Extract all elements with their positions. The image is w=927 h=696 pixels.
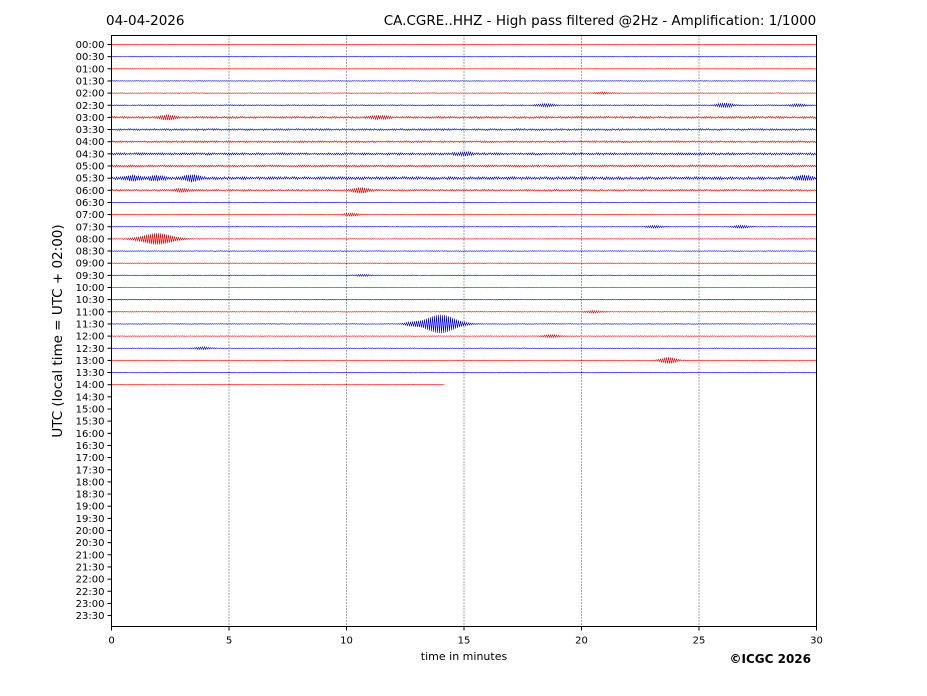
y-tick-label: 02:30 xyxy=(76,101,105,112)
y-tick-label: 03:30 xyxy=(76,125,105,136)
trace-line xyxy=(111,80,817,82)
trace-line xyxy=(111,333,817,339)
y-tick-label: 08:00 xyxy=(76,234,105,245)
y-tick-label: 10:30 xyxy=(76,295,105,306)
y-tick-label: 01:30 xyxy=(76,76,105,87)
trace-line xyxy=(111,201,817,204)
y-tick-label: 22:30 xyxy=(76,587,105,598)
y-tick-label: 21:00 xyxy=(76,550,105,561)
trace-line xyxy=(111,273,817,277)
trace-line xyxy=(111,187,817,194)
copyright-text: ©ICGC 2026 xyxy=(729,652,811,666)
y-tick-label: 20:00 xyxy=(76,526,105,537)
x-tick-label: 25 xyxy=(693,636,706,647)
y-tick-label: 14:00 xyxy=(76,380,105,391)
y-tick-label: 19:30 xyxy=(76,514,105,525)
y-tick-label: 17:00 xyxy=(76,453,105,464)
y-tick-label: 13:30 xyxy=(76,368,105,379)
trace-line xyxy=(111,102,817,109)
x-tick-label: 5 xyxy=(226,636,232,647)
x-tick-label: 0 xyxy=(108,636,114,647)
y-tick-label: 13:00 xyxy=(76,356,105,367)
trace-line xyxy=(111,150,817,157)
trace-line xyxy=(111,127,817,132)
y-tick-label: 03:00 xyxy=(76,113,105,124)
y-tick-label: 07:30 xyxy=(76,222,105,233)
y-tick-label: 23:00 xyxy=(76,599,105,610)
trace-line xyxy=(111,56,817,58)
x-tick-label: 15 xyxy=(458,636,471,647)
plot-frame xyxy=(111,35,817,627)
chart-title: CA.CGRE..HHZ - High pass filtered @2Hz -… xyxy=(384,13,817,29)
y-tick-label: 06:00 xyxy=(76,186,105,197)
trace-line xyxy=(111,371,817,374)
y-tick-label: 11:00 xyxy=(76,307,105,318)
y-tick-label: 12:30 xyxy=(76,344,105,355)
y-tick-label: 06:30 xyxy=(76,198,105,209)
vertical-grid xyxy=(228,35,700,627)
y-tick-label: 04:00 xyxy=(76,137,105,148)
x-axis-label: time in minutes xyxy=(421,650,508,663)
y-tick-label: 07:00 xyxy=(76,210,105,221)
trace-line xyxy=(111,346,817,351)
trace-line xyxy=(111,298,817,301)
y-tick-label: 16:30 xyxy=(76,441,105,452)
trace-line xyxy=(111,250,817,252)
x-tick-label: 10 xyxy=(340,636,353,647)
y-tick-label: 17:30 xyxy=(76,465,105,476)
y-tick-label: 18:00 xyxy=(76,477,105,488)
trace-line xyxy=(111,140,817,144)
x-axis-ticks: 0 5 10 15 20 25 30 xyxy=(108,626,823,647)
y-tick-label: 11:30 xyxy=(76,319,105,330)
trace-line xyxy=(111,262,817,265)
trace-line xyxy=(111,233,817,245)
y-tick-label: 15:00 xyxy=(76,405,105,416)
y-tick-label: 05:00 xyxy=(76,162,105,173)
y-tick-label: 01:00 xyxy=(76,64,105,75)
trace-line xyxy=(111,309,817,314)
y-tick-label: 00:30 xyxy=(76,52,105,63)
trace-line xyxy=(111,314,817,334)
y-tick-label: 10:00 xyxy=(76,283,105,294)
y-tick-label: 22:00 xyxy=(76,575,105,586)
y-tick-label: 12:00 xyxy=(76,332,105,343)
trace-rows xyxy=(111,44,817,386)
x-tick-label: 30 xyxy=(810,636,823,647)
trace-line xyxy=(111,91,817,95)
y-tick-label: 02:00 xyxy=(76,89,105,100)
y-tick-label: 15:30 xyxy=(76,417,105,428)
y-tick-label: 09:30 xyxy=(76,271,105,282)
y-tick-label: 16:00 xyxy=(76,429,105,440)
y-tick-label: 14:30 xyxy=(76,392,105,403)
y-tick-label: 19:00 xyxy=(76,502,105,513)
trace-line xyxy=(111,224,817,229)
y-tick-label: 09:00 xyxy=(76,259,105,270)
x-tick-label: 20 xyxy=(575,636,588,647)
trace-line xyxy=(111,212,817,217)
y-tick-label: 21:30 xyxy=(76,562,105,573)
y-tick-label: 23:30 xyxy=(76,611,105,622)
trace-line xyxy=(111,164,817,168)
y-tick-label: 20:30 xyxy=(76,538,105,549)
y-tick-label: 04:30 xyxy=(76,149,105,160)
y-tick-label: 05:30 xyxy=(76,174,105,185)
trace-line xyxy=(111,286,817,289)
trace-line xyxy=(111,114,817,121)
trace-line xyxy=(111,357,817,364)
y-tick-label: 18:30 xyxy=(76,490,105,501)
trace-line xyxy=(111,174,817,183)
y-axis-label: UTC (local time = UTC + 02:00) xyxy=(50,224,66,437)
y-tick-label: 08:30 xyxy=(76,247,105,258)
chart-date: 04-04-2026 xyxy=(106,13,184,29)
y-tick-label: 00:00 xyxy=(76,40,105,51)
